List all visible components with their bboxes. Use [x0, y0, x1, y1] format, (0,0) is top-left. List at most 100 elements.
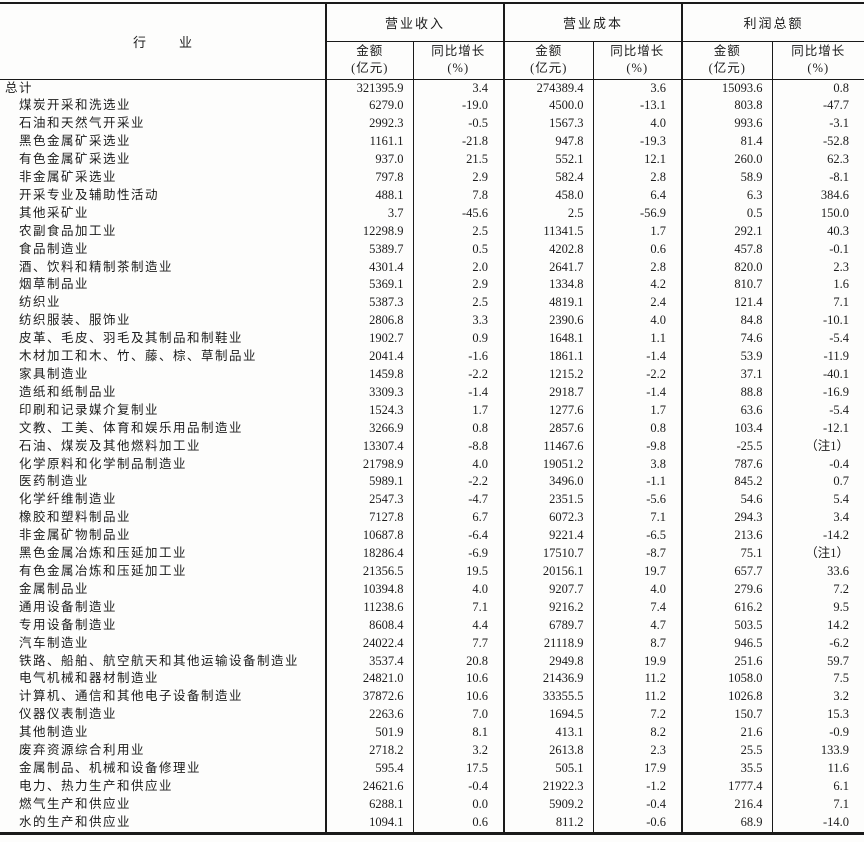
- cost-growth: 7.4: [592, 598, 683, 617]
- cost-amount: 1277.6: [503, 401, 594, 420]
- revenue-amount: 3.7: [325, 204, 413, 223]
- cost-growth: 12.1: [592, 151, 683, 170]
- profit-amount: 993.6: [681, 115, 773, 134]
- profit-amount: 260.0: [681, 151, 773, 170]
- profit-amount: 53.9: [681, 348, 773, 366]
- cost-growth: 1.1: [592, 330, 683, 349]
- table-header: 行 业 营业收入 营业成本 利润总额 金额 (亿元) 同比增长 (%) 金额 (亿元)…: [0, 3, 864, 80]
- revenue-growth: -21.8: [412, 133, 505, 152]
- profit-amount: 616.2: [681, 598, 773, 617]
- profit-amount: 294.3: [681, 509, 773, 528]
- profit-growth: -3.1: [771, 115, 864, 134]
- cost-amount: 21436.9: [503, 670, 594, 689]
- revenue-growth: 21.5: [412, 151, 505, 170]
- revenue-growth: -2.2: [412, 473, 505, 492]
- cost-growth: 2.8: [592, 258, 683, 277]
- industry-name: 开采专业及辅助性活动: [19, 187, 160, 202]
- revenue-amount: 8608.4: [325, 616, 413, 635]
- cost-growth: -1.2: [592, 777, 683, 796]
- profit-growth: 3.2: [771, 688, 864, 707]
- profit-amount: 150.7: [681, 706, 773, 725]
- profit-amount: 1777.4: [681, 777, 773, 796]
- revenue-amount: 11238.6: [325, 598, 413, 617]
- revenue-amount: 1902.7: [325, 330, 413, 349]
- profit-growth: 2.3: [771, 258, 864, 277]
- revenue-growth: 2.9: [412, 169, 505, 187]
- cost-growth: -1.4: [592, 383, 683, 402]
- table-row: 化学纤维制造业 2547.3 -4.7 2351.5 -5.6 54.6 5.4: [0, 491, 864, 510]
- table-row: 开采专业及辅助性活动 488.1 7.8 458.0 6.4 6.3 384.6: [0, 186, 864, 205]
- profit-growth: -52.8: [771, 133, 864, 152]
- revenue-amount: 3266.9: [325, 419, 413, 438]
- profit-growth: 1.6: [771, 276, 864, 295]
- revenue-amount: 2806.8: [325, 312, 413, 331]
- revenue-growth: 4.0: [412, 580, 505, 599]
- cost-amount: 21118.9: [503, 634, 594, 653]
- profit-amount: 845.2: [681, 473, 773, 492]
- cost-growth: 6.4: [592, 186, 683, 205]
- profit-amount: 810.7: [681, 276, 773, 295]
- table-row: 印刷和记录媒介复制业 1524.3 1.7 1277.6 1.7 63.6 -5…: [0, 401, 864, 420]
- profit-growth: 150.0: [771, 204, 864, 223]
- profit-amount: 88.8: [681, 383, 773, 402]
- cost-growth: 7.1: [592, 509, 683, 528]
- table-row: 纺织服装、服饰业 2806.8 3.3 2390.6 4.0 84.8 -10.…: [0, 312, 864, 331]
- table-row: 酒、饮料和精制茶制造业 4301.4 2.0 2641.7 2.8 820.0 …: [0, 258, 864, 277]
- profit-amount: 279.6: [681, 580, 773, 599]
- revenue-amount: 21356.5: [325, 562, 413, 581]
- cost-growth: 0.8: [592, 419, 683, 438]
- profit-growth: 5.4: [771, 491, 864, 510]
- table-row: 木材加工和木、竹、藤、棕、草制品业 2041.4 -1.6 1861.1 -1.…: [0, 348, 864, 366]
- table-row: 总计 321395.9 3.4 274389.4 3.6 15093.6 0.8: [0, 79, 864, 98]
- revenue-growth: 4.4: [412, 616, 505, 635]
- industry-name: 汽车制造业: [19, 635, 90, 650]
- revenue-growth: -1.4: [412, 383, 505, 402]
- profit-amount: 1058.0: [681, 670, 773, 689]
- profit-growth: 7.2: [771, 580, 864, 599]
- cost-amount: 2949.8: [503, 652, 594, 671]
- revenue-growth: 0.9: [412, 330, 505, 349]
- table-row: 烟草制品业 5369.1 2.9 1334.8 4.2 810.7 1.6: [0, 276, 864, 295]
- profit-amount: 657.7: [681, 562, 773, 581]
- profit-growth: （注1）: [771, 545, 864, 563]
- cost-amount: 19051.2: [503, 455, 594, 474]
- profit-growth: -11.9: [771, 348, 864, 366]
- table-row: 有色金属冶炼和压延加工业 21356.5 19.5 20156.1 19.7 6…: [0, 562, 864, 581]
- cost-growth: -8.7: [592, 545, 683, 563]
- cost-growth: -56.9: [592, 204, 683, 223]
- profit-amount: 251.6: [681, 652, 773, 671]
- table-row: 非金属矿采选业 797.8 2.9 582.4 2.8 58.9 -8.1: [0, 169, 864, 187]
- revenue-growth: 0.5: [412, 240, 505, 259]
- profit-amount: 35.5: [681, 759, 773, 778]
- industry-name: 总计: [5, 80, 34, 95]
- industry-name: 其他制造业: [19, 725, 90, 740]
- table-row: 皮革、毛皮、羽毛及其制品和制鞋业 1902.7 0.9 1648.1 1.1 7…: [0, 330, 864, 349]
- profit-amount: 75.1: [681, 545, 773, 563]
- cost-amount: 21922.3: [503, 777, 594, 796]
- profit-amount: 37.1: [681, 366, 773, 384]
- cost-amount: 11467.6: [503, 437, 594, 456]
- revenue-growth: 3.4: [412, 79, 505, 98]
- table-row: 汽车制造业 24022.4 7.7 21118.9 8.7 946.5 -6.2: [0, 634, 864, 653]
- table-row: 其他采矿业 3.7 -45.6 2.5 -56.9 0.5 150.0: [0, 204, 864, 223]
- profit-growth: 62.3: [771, 151, 864, 170]
- cost-amount: 947.8: [503, 133, 594, 152]
- column-header-cost-growth: 同比增长 (%): [592, 41, 683, 80]
- profit-growth: -6.2: [771, 634, 864, 653]
- cost-amount: 1648.1: [503, 330, 594, 349]
- column-header-revenue-growth: 同比增长 (%): [412, 41, 505, 80]
- industry-name: 化学原料和化学制品制造业: [19, 456, 188, 471]
- revenue-growth: 10.6: [412, 670, 505, 689]
- cost-amount: 5909.2: [503, 795, 594, 814]
- profit-amount: 121.4: [681, 294, 773, 313]
- profit-amount: 1026.8: [681, 688, 773, 707]
- industry-name: 纺织业: [19, 295, 62, 310]
- column-header-profit-growth: 同比增长 (%): [771, 41, 864, 80]
- industry-name: 黑色金属矿采选业: [19, 134, 132, 149]
- revenue-amount: 5989.1: [325, 473, 413, 492]
- cost-amount: 1694.5: [503, 706, 594, 725]
- column-header-profit-amount: 金额 (亿元): [681, 41, 773, 80]
- column-group-operating-revenue: 营业收入: [324, 3, 505, 42]
- industry-name: 有色金属矿采选业: [19, 152, 132, 167]
- industry-name: 废弃资源综合利用业: [19, 743, 146, 758]
